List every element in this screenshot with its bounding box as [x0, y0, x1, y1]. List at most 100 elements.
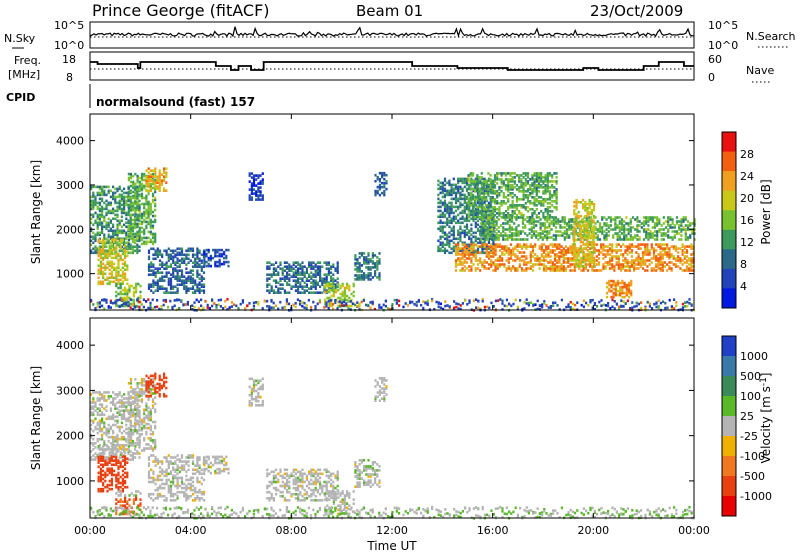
power-cell — [266, 267, 269, 270]
power-cell — [461, 217, 464, 221]
power-cell — [564, 257, 568, 260]
power-cell — [279, 291, 282, 294]
power-cell — [255, 192, 258, 195]
power-cell — [558, 247, 561, 250]
power-cell — [476, 184, 479, 187]
power-cell — [448, 209, 451, 213]
power-cell — [124, 272, 127, 276]
power-cell — [611, 257, 614, 260]
power-cell — [124, 254, 127, 258]
power-cell — [339, 302, 342, 306]
power-cell — [605, 234, 608, 237]
power-cell — [478, 196, 481, 199]
freq-label-line1: Freq. — [14, 54, 41, 67]
power-cell — [529, 245, 532, 248]
power-cell — [299, 281, 302, 284]
power-cell — [489, 190, 492, 193]
power-cell — [463, 179, 466, 183]
power-cell — [127, 238, 130, 242]
power-cell — [502, 212, 505, 215]
power-cell — [134, 172, 137, 176]
power-cell — [205, 248, 208, 252]
power-cell — [483, 267, 486, 270]
power-cell — [658, 220, 661, 223]
power-cell — [509, 172, 512, 175]
power-cell — [529, 257, 532, 260]
power-cell — [152, 247, 155, 251]
power-cell — [124, 268, 127, 272]
power-cell — [140, 184, 144, 188]
power-cell — [562, 267, 565, 270]
power-cell — [149, 210, 152, 214]
power-cell — [531, 208, 534, 211]
power-cell — [324, 290, 327, 294]
power-cell — [156, 299, 159, 302]
power-cell — [609, 224, 613, 227]
power-cell — [446, 205, 449, 209]
power-cell — [297, 263, 300, 266]
power-cell — [590, 226, 593, 230]
power-cell — [450, 233, 453, 237]
power-cell — [115, 268, 118, 272]
power-cell — [310, 277, 313, 280]
power-cell — [115, 290, 118, 294]
power-cell — [147, 263, 151, 266]
power-cell — [97, 246, 100, 250]
power-cell — [101, 229, 104, 233]
power-cell — [107, 241, 110, 245]
power-cell — [529, 186, 532, 189]
power-cell — [459, 239, 462, 243]
power-cell — [490, 251, 493, 254]
power-cell — [450, 211, 453, 215]
power-cell — [524, 224, 527, 227]
noise-right-tick-bottom: 10^0 — [708, 39, 738, 52]
power-cell — [194, 261, 197, 264]
noise-left-tick-top: 10^5 — [54, 19, 84, 32]
power-cell — [597, 251, 601, 254]
power-cell — [275, 279, 278, 282]
power-cell — [152, 269, 155, 272]
power-cell — [90, 187, 93, 191]
power-cell — [367, 260, 370, 263]
power-cell — [613, 265, 616, 268]
power-cell — [487, 255, 491, 258]
power-cell — [117, 292, 120, 296]
power-cell — [619, 289, 622, 293]
power-cell — [542, 267, 546, 270]
power-cell — [535, 180, 538, 183]
power-cell — [562, 261, 565, 264]
power-cell — [573, 236, 576, 240]
power-cell — [563, 236, 566, 239]
power-cell — [469, 172, 472, 175]
power-cell — [658, 218, 661, 221]
power-cell — [503, 249, 506, 252]
power-cell — [506, 238, 509, 241]
power-cell — [644, 249, 647, 252]
power-cell — [176, 259, 179, 262]
power-cell — [567, 247, 570, 250]
power-cell — [183, 283, 186, 286]
power-cell — [465, 245, 469, 248]
power-cell — [448, 189, 451, 193]
power-cell — [472, 219, 475, 223]
power-cell — [437, 183, 440, 187]
power-cell — [369, 266, 372, 269]
power-cell — [618, 238, 621, 241]
power-cell — [367, 266, 370, 269]
power-cell — [622, 259, 625, 262]
power-cell — [590, 210, 593, 214]
power-cell — [202, 289, 206, 292]
power-cell — [123, 195, 126, 199]
power-cell — [189, 249, 192, 253]
power-cell — [165, 173, 168, 176]
power-cell — [553, 265, 557, 268]
power-cell — [330, 284, 333, 288]
power-cell — [633, 265, 636, 268]
power-cell — [158, 179, 161, 182]
power-cell — [571, 269, 574, 272]
power-cell — [504, 216, 508, 219]
power-cell — [106, 276, 109, 280]
power-cell — [94, 211, 97, 215]
power-cell — [187, 287, 190, 290]
power-cell — [483, 261, 486, 264]
